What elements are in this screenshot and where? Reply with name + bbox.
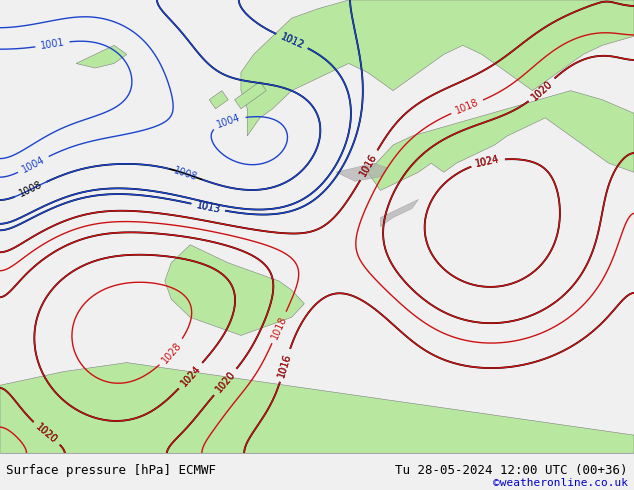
Text: 1028: 1028	[160, 340, 183, 365]
Text: ©weatheronline.co.uk: ©weatheronline.co.uk	[493, 478, 628, 488]
Polygon shape	[368, 91, 634, 191]
Text: 1024: 1024	[179, 363, 203, 388]
Text: Tu 28-05-2024 12:00 UTC (00+36): Tu 28-05-2024 12:00 UTC (00+36)	[395, 464, 628, 477]
Polygon shape	[241, 0, 634, 136]
Text: 1020: 1020	[214, 369, 237, 394]
Text: 1016: 1016	[358, 152, 379, 178]
Text: 1020: 1020	[529, 78, 554, 102]
Polygon shape	[0, 363, 634, 453]
Text: 1018: 1018	[454, 98, 481, 116]
Polygon shape	[165, 245, 304, 335]
Polygon shape	[235, 82, 266, 109]
Text: 1013: 1013	[195, 200, 221, 215]
Text: 1008: 1008	[17, 180, 44, 199]
Text: 1013: 1013	[195, 200, 221, 215]
Text: 1020: 1020	[34, 422, 59, 445]
Text: 1020: 1020	[214, 369, 237, 394]
Text: 1020: 1020	[529, 78, 554, 102]
Text: 1012: 1012	[279, 31, 306, 50]
Polygon shape	[209, 91, 228, 109]
Text: 1001: 1001	[39, 37, 65, 51]
Text: 1016: 1016	[358, 152, 379, 178]
Text: 1004: 1004	[20, 154, 46, 174]
Text: 1012: 1012	[279, 31, 306, 50]
Text: 1024: 1024	[179, 363, 203, 388]
Text: 1024: 1024	[475, 154, 501, 169]
Polygon shape	[380, 199, 418, 226]
Text: Surface pressure [hPa] ECMWF: Surface pressure [hPa] ECMWF	[6, 464, 216, 477]
Text: 1024: 1024	[475, 154, 501, 169]
Text: 1020: 1020	[34, 422, 59, 445]
Text: 1008: 1008	[172, 165, 199, 182]
Text: 1004: 1004	[216, 113, 242, 130]
Polygon shape	[76, 46, 127, 68]
Text: 1016: 1016	[276, 352, 294, 378]
Polygon shape	[336, 163, 387, 181]
Text: 1016: 1016	[276, 352, 294, 378]
Text: 1018: 1018	[269, 314, 288, 341]
